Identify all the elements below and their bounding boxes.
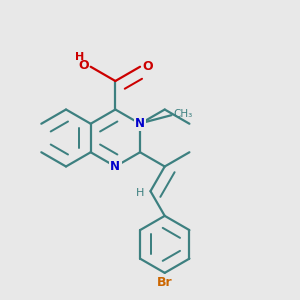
Text: O: O bbox=[79, 59, 89, 72]
Text: H: H bbox=[136, 188, 145, 198]
Text: O: O bbox=[142, 60, 153, 73]
Text: H: H bbox=[75, 52, 85, 62]
Text: N: N bbox=[135, 117, 145, 130]
Text: CH₃: CH₃ bbox=[173, 109, 192, 119]
Text: N: N bbox=[110, 160, 120, 173]
Text: Br: Br bbox=[157, 276, 172, 289]
